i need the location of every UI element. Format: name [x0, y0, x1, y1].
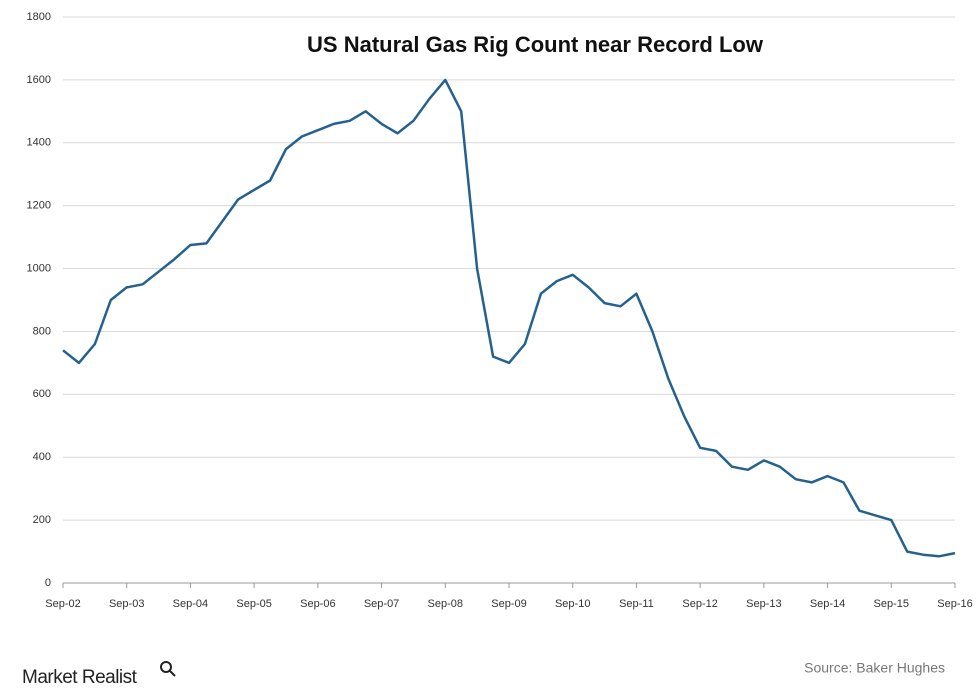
line	[62, 78, 956, 558]
x-tick-label: Sep-07	[364, 598, 399, 610]
x-tick-label: Sep-08	[428, 598, 463, 610]
x-tick-label: Sep-16	[937, 598, 972, 610]
x-tick-label: Sep-15	[874, 598, 909, 610]
y-tick-label: 1800	[27, 11, 51, 23]
y-tick-label: 0	[45, 577, 51, 589]
y-tick-label: 800	[33, 325, 51, 337]
brand-icon	[160, 661, 176, 677]
source: Source: Baker Hughes	[804, 660, 945, 676]
x-tick-label: Sep-04	[173, 598, 208, 610]
y-tick-label: 600	[33, 388, 51, 400]
y-tick-label: 1400	[27, 137, 51, 149]
x-tick-label: Sep-05	[236, 598, 271, 610]
x-tick-label: Sep-06	[300, 598, 335, 610]
y-tick-label: 400	[33, 451, 51, 463]
y-tick-label: 200	[33, 514, 51, 526]
x-tick-label: Sep-14	[810, 598, 845, 610]
y-tick-label: 1600	[27, 74, 51, 86]
x-tick-label: Sep-09	[491, 598, 526, 610]
x-tick-label: Sep-10	[555, 598, 590, 610]
x-tick-label: Sep-12	[682, 598, 717, 610]
y-tick-label: 1000	[27, 262, 51, 274]
x-tick-label: Sep-02	[45, 598, 80, 610]
chart-title: US Natural Gas Rig Count near Record Low	[307, 32, 764, 57]
x-tick-label: Sep-13	[746, 598, 781, 610]
brand: Market Realist	[22, 667, 138, 688]
x-tick-label: Sep-03	[109, 598, 144, 610]
x-tick-label: Sep-11	[619, 598, 654, 610]
y-tick-label: 1200	[27, 200, 51, 212]
